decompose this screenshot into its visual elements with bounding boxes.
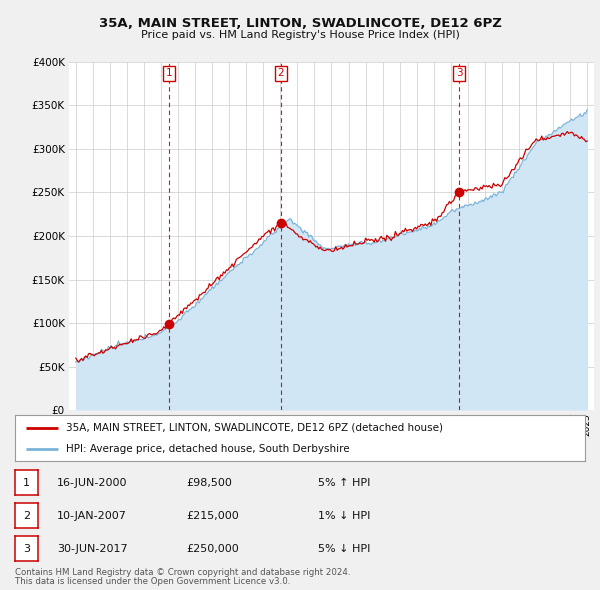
Text: 2: 2: [278, 68, 284, 78]
Text: 1: 1: [23, 478, 30, 488]
Text: 1: 1: [166, 68, 172, 78]
Text: 35A, MAIN STREET, LINTON, SWADLINCOTE, DE12 6PZ: 35A, MAIN STREET, LINTON, SWADLINCOTE, D…: [98, 17, 502, 30]
Text: Price paid vs. HM Land Registry's House Price Index (HPI): Price paid vs. HM Land Registry's House …: [140, 30, 460, 40]
Text: £98,500: £98,500: [186, 478, 232, 487]
Text: £250,000: £250,000: [186, 544, 239, 553]
Text: 35A, MAIN STREET, LINTON, SWADLINCOTE, DE12 6PZ (detached house): 35A, MAIN STREET, LINTON, SWADLINCOTE, D…: [66, 423, 443, 433]
Text: This data is licensed under the Open Government Licence v3.0.: This data is licensed under the Open Gov…: [15, 577, 290, 586]
Text: 16-JUN-2000: 16-JUN-2000: [57, 478, 128, 487]
Text: 3: 3: [456, 68, 463, 78]
Text: 1% ↓ HPI: 1% ↓ HPI: [318, 511, 370, 520]
Text: Contains HM Land Registry data © Crown copyright and database right 2024.: Contains HM Land Registry data © Crown c…: [15, 568, 350, 577]
Text: HPI: Average price, detached house, South Derbyshire: HPI: Average price, detached house, Sout…: [66, 444, 350, 454]
Text: 5% ↑ HPI: 5% ↑ HPI: [318, 478, 370, 487]
Text: £215,000: £215,000: [186, 511, 239, 520]
Text: 2: 2: [23, 511, 30, 521]
Text: 5% ↓ HPI: 5% ↓ HPI: [318, 544, 370, 553]
Text: 3: 3: [23, 544, 30, 554]
Text: 10-JAN-2007: 10-JAN-2007: [57, 511, 127, 520]
Text: 30-JUN-2017: 30-JUN-2017: [57, 544, 128, 553]
